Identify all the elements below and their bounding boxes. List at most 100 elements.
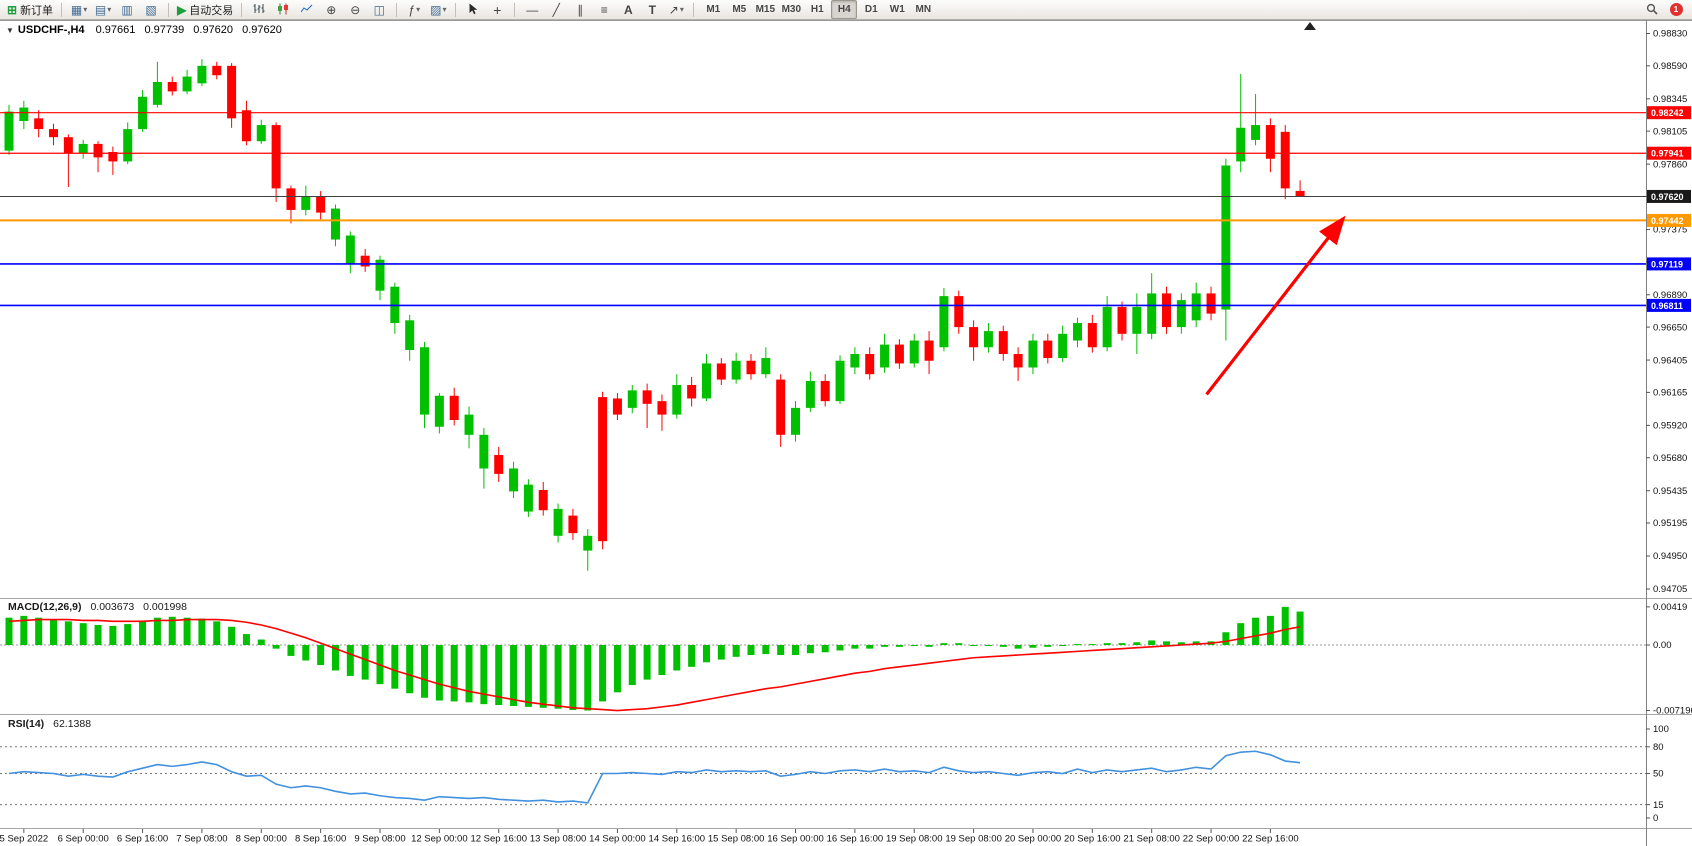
- candle: [78, 143, 88, 154]
- macd-histogram-bar: [1133, 642, 1141, 645]
- macd-histogram-bar: [198, 618, 206, 645]
- crosshair-button[interactable]: +: [486, 1, 508, 18]
- price-axis-label: 0.96650: [1653, 322, 1687, 333]
- autotrading-label: 自动交易: [189, 4, 234, 17]
- horizontal-line-tool-button[interactable]: —: [521, 1, 543, 18]
- trendline-tool-button[interactable]: ╱: [545, 1, 567, 18]
- candle: [672, 384, 682, 415]
- candle: [805, 380, 815, 408]
- notification-button[interactable]: 1: [1665, 1, 1687, 18]
- line-chart-icon: [300, 3, 313, 17]
- candle: [494, 455, 504, 474]
- rsi-scale-label: 80: [1653, 742, 1664, 753]
- macd-histogram-bar: [584, 645, 592, 711]
- timeframe-button-M30[interactable]: M30: [781, 4, 802, 15]
- bar-chart-icon: [253, 3, 265, 17]
- macd-histogram-bar: [109, 625, 117, 645]
- time-axis-label: 15 Sep 08:00: [708, 834, 765, 845]
- candle: [850, 354, 860, 368]
- timeframe-button-H1[interactable]: H1: [810, 4, 824, 15]
- macd-histogram-bar: [1237, 623, 1245, 645]
- timeframe-button-D1[interactable]: D1: [864, 4, 878, 15]
- candlestick-chart-button[interactable]: [272, 1, 294, 18]
- line-chart-button[interactable]: [296, 1, 318, 18]
- price-axis-label: 0.97860: [1653, 159, 1687, 170]
- timeframe-button-W1[interactable]: W1: [889, 4, 905, 15]
- macd-histogram-bar: [628, 645, 636, 686]
- chart-menu-icon[interactable]: ▼: [6, 26, 14, 35]
- macd-histogram-bar: [599, 645, 607, 702]
- macd-histogram-bar: [999, 645, 1007, 647]
- ohlc-low: 0.97620: [193, 24, 234, 36]
- macd-histogram-bar: [124, 624, 132, 645]
- timeframe-button-M1[interactable]: M1: [706, 4, 721, 15]
- arrows-tool-button[interactable]: ↗ ▾: [665, 1, 687, 18]
- text-label-tool-button[interactable]: T: [641, 1, 663, 18]
- price-axis-label: 0.98345: [1653, 94, 1687, 105]
- bar-chart-button[interactable]: [248, 1, 270, 18]
- time-axis-label: 22 Sep 00:00: [1183, 834, 1240, 845]
- templates-button[interactable]: ▨ ▾: [427, 1, 449, 18]
- timeframe-button-MN[interactable]: MN: [915, 4, 932, 15]
- zoom-out-button[interactable]: ⊖: [344, 1, 366, 18]
- macd-histogram-bar: [257, 639, 265, 645]
- profiles-button[interactable]: ▤ ▾: [92, 1, 114, 18]
- macd-histogram-bar: [79, 623, 87, 645]
- text-tool-button[interactable]: A: [617, 1, 639, 18]
- candle: [1117, 306, 1127, 334]
- new-order-button[interactable]: ⊞ 新订单: [5, 1, 55, 18]
- candle: [776, 379, 786, 435]
- macd-histogram-bar: [421, 645, 429, 698]
- macd-histogram-bar: [242, 634, 250, 645]
- macd-histogram-bar: [970, 645, 978, 646]
- chevron-down-icon: ▾: [107, 5, 112, 14]
- candle: [93, 143, 103, 158]
- price-badge-label: 0.97442: [1651, 216, 1684, 226]
- macd-histogram-bar: [539, 645, 547, 708]
- macd-histogram-bar: [94, 624, 102, 645]
- candle: [1236, 127, 1246, 162]
- macd-histogram-bar: [50, 619, 58, 645]
- candle: [523, 484, 533, 512]
- channel-icon: ∥: [577, 2, 584, 17]
- search-button[interactable]: [1641, 1, 1663, 18]
- macd-scale-label: -0.007196: [1653, 706, 1692, 717]
- candle: [1295, 190, 1305, 197]
- candle: [123, 129, 133, 162]
- macd-histogram-bar: [613, 645, 621, 693]
- cursor-button[interactable]: [462, 1, 484, 18]
- fibonacci-tool-button[interactable]: ≡: [593, 1, 615, 18]
- timeframe-button-H4[interactable]: H4: [831, 0, 858, 19]
- macd-histogram-bar: [302, 645, 310, 661]
- timeframe-button-M15[interactable]: M15: [755, 4, 776, 15]
- candle: [316, 196, 326, 213]
- autotrading-button[interactable]: ▶ 自动交易: [175, 1, 235, 18]
- zoom-in-icon: ⊕: [326, 2, 337, 17]
- macd-histogram-bar: [1222, 632, 1230, 645]
- candle: [865, 354, 875, 375]
- candle: [1147, 293, 1157, 334]
- trend-arrow[interactable]: [1205, 215, 1346, 396]
- indicators-button[interactable]: ƒ ▾: [403, 1, 425, 18]
- candle: [286, 188, 296, 210]
- macd-histogram-bar: [895, 645, 903, 647]
- candle: [983, 331, 993, 348]
- macd-histogram-bar: [524, 645, 532, 707]
- timeframe-button-M5[interactable]: M5: [732, 4, 747, 15]
- market-watch-button[interactable]: ▥: [116, 1, 138, 18]
- navigator-button[interactable]: ▧: [140, 1, 162, 18]
- candle: [1221, 165, 1231, 310]
- macd-histogram-bar: [658, 645, 666, 676]
- candle: [1058, 333, 1068, 359]
- zoom-in-button[interactable]: ⊕: [320, 1, 342, 18]
- channel-tool-button[interactable]: ∥: [569, 1, 591, 18]
- chart-title-bar: ▼ USDCHF-,H4 0.97661 0.97739 0.97620 0.97…: [6, 24, 288, 36]
- macd-signal-line: [8, 618, 1301, 712]
- navigator-icon: ▧: [145, 2, 157, 17]
- tile-windows-button[interactable]: ◫: [368, 1, 390, 18]
- macd-histogram-bar: [732, 645, 740, 657]
- price-axis-label: 0.95195: [1653, 518, 1687, 529]
- macd-histogram-bar: [851, 645, 859, 649]
- new-chart-button[interactable]: ▦ ▾: [68, 1, 90, 18]
